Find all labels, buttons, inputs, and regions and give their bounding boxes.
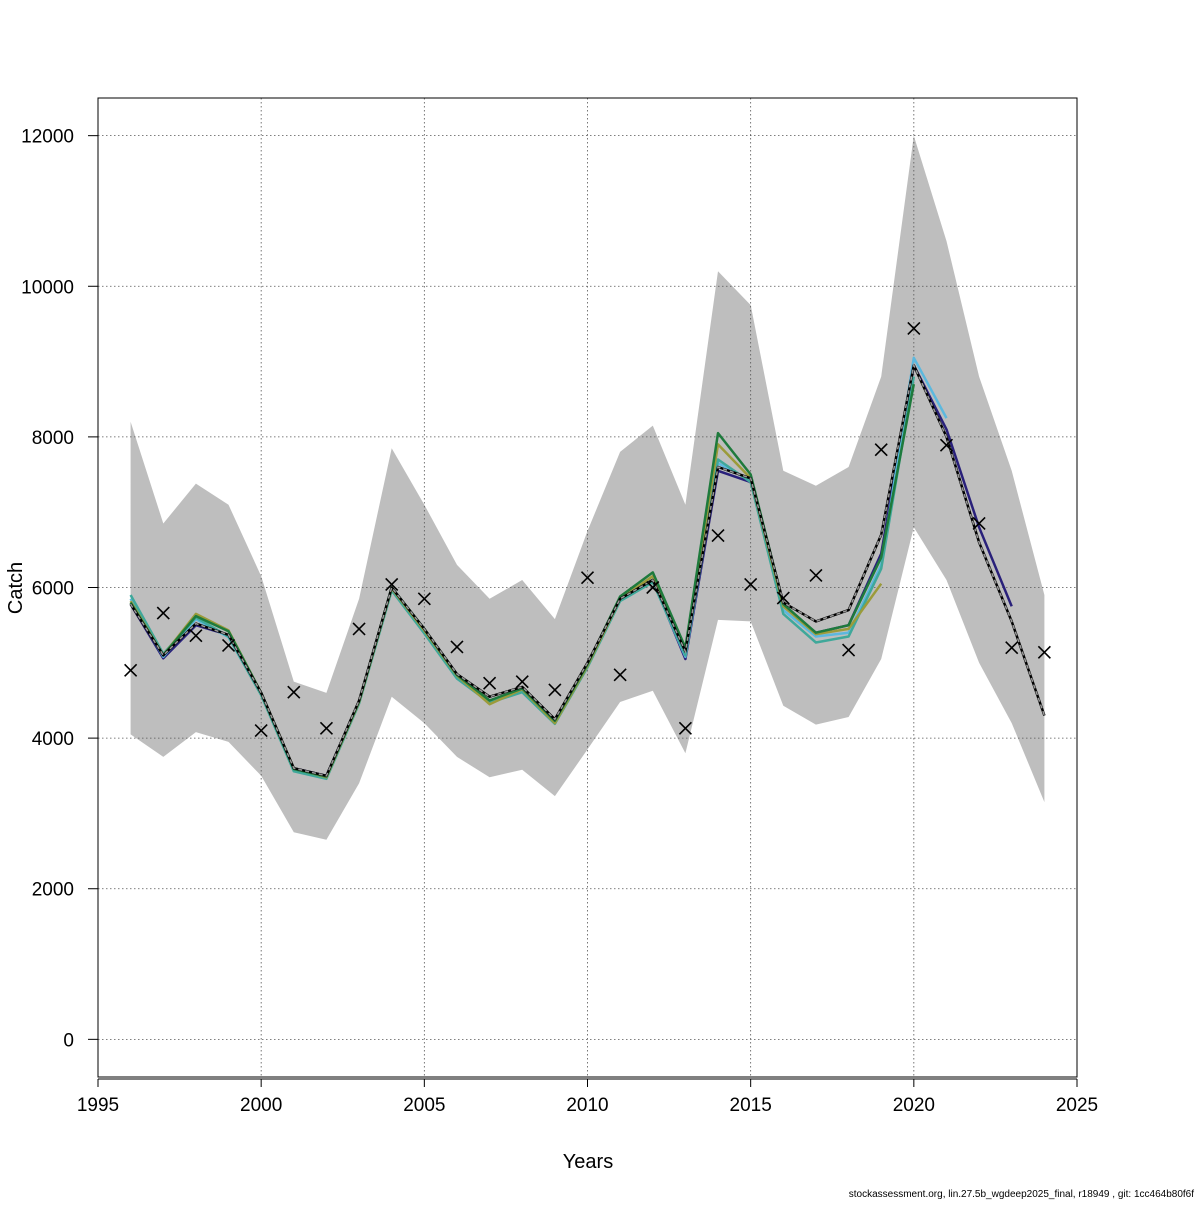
observed-point-stroke: [450, 640, 464, 654]
observed-point: [548, 683, 562, 697]
observed-point-stroke: [1037, 645, 1051, 659]
observed-point-stroke: [548, 683, 562, 697]
x-tick-label: 2010: [566, 1095, 608, 1116]
observed-point-stroke: [1005, 641, 1019, 655]
observed-point: [874, 443, 888, 457]
observed-point-stroke: [287, 685, 301, 699]
observed-point: [515, 675, 529, 689]
observed-layer: [124, 321, 1051, 738]
x-tick-label: 2015: [730, 1095, 772, 1116]
observed-point-stroke: [156, 606, 170, 620]
observed-point: [613, 668, 627, 682]
observed-point-stroke: [221, 638, 236, 653]
confidence-band-layer: [130, 135, 1045, 840]
observed-point: [385, 577, 399, 592]
observed-point-stroke: [189, 629, 203, 643]
observed-point-stroke: [874, 443, 888, 457]
observed-point-stroke: [613, 668, 627, 682]
observed-point-stroke: [385, 577, 399, 592]
observed-point: [450, 640, 464, 654]
observed-point: [156, 606, 170, 620]
observed-point: [319, 721, 333, 735]
observed-point-stroke: [907, 321, 921, 336]
final-fit-dash-overlay: [129, 362, 1046, 777]
observed-point: [352, 622, 366, 636]
y-tick-label: 6000: [32, 579, 74, 600]
observed-point: [124, 663, 138, 677]
observed-point-stroke: [744, 577, 758, 592]
observed-point: [287, 685, 301, 699]
x-tick-label: 2025: [1056, 1095, 1098, 1116]
observed-point: [1005, 641, 1019, 655]
observed-point-stroke: [809, 568, 823, 583]
observed-point-stroke: [124, 663, 138, 677]
observed-point: [711, 528, 725, 543]
confidence-band: [130, 135, 1045, 840]
observed-point-stroke: [352, 622, 366, 636]
observed-point-stroke: [515, 675, 529, 689]
observed-point-stroke: [711, 528, 725, 543]
final-fit-layer: [129, 362, 1046, 778]
observed-point: [907, 321, 921, 336]
y-tick-label: 2000: [32, 880, 74, 901]
observed-point: [972, 516, 986, 531]
y-tick-label: 0: [63, 1030, 74, 1051]
observed-point: [744, 577, 758, 592]
observed-point: [254, 724, 268, 738]
x-tick-label: 2005: [403, 1095, 445, 1116]
observed-point: [776, 591, 790, 605]
axis-layer: 1995 2000 2005 2010 2015 2020 2025 0 2000 4000 600…: [21, 127, 1098, 1116]
footer-text: stockassessment.org, lin.27.5b_wgdeep202…: [849, 1189, 1194, 1200]
observed-point: [221, 638, 236, 653]
observed-point: [483, 676, 497, 690]
observed-point: [580, 571, 595, 585]
observed-point-stroke: [939, 438, 954, 452]
observed-point-stroke: [678, 721, 692, 735]
observed-point-stroke: [842, 643, 856, 657]
y-tick-label: 8000: [32, 428, 74, 449]
observed-point: [939, 438, 954, 452]
y-axis-title: Catch: [5, 562, 27, 614]
x-axis-title: Years: [563, 1151, 613, 1173]
observed-point-stroke: [319, 721, 333, 735]
observed-point-stroke: [972, 516, 986, 531]
observed-point: [842, 643, 856, 657]
y-tick-label: 4000: [32, 729, 74, 750]
observed-point-stroke: [776, 591, 790, 605]
observed-point-stroke: [646, 580, 660, 595]
x-tick-label: 1995: [77, 1095, 119, 1116]
observed-point-stroke: [254, 724, 268, 738]
observed-point: [417, 592, 431, 606]
y-tick-label: 10000: [21, 277, 74, 298]
x-tick-label: 2000: [240, 1095, 282, 1116]
observed-point: [1037, 645, 1051, 659]
observed-point: [809, 568, 823, 583]
x-tick-label: 2020: [893, 1095, 935, 1116]
observed-point: [646, 580, 660, 595]
observed-point-stroke: [417, 592, 431, 606]
observed-point: [189, 629, 203, 643]
observed-point-stroke: [580, 571, 595, 585]
observed-point-stroke: [483, 676, 497, 690]
observed-point: [678, 721, 692, 735]
y-tick-label: 12000: [21, 127, 74, 148]
